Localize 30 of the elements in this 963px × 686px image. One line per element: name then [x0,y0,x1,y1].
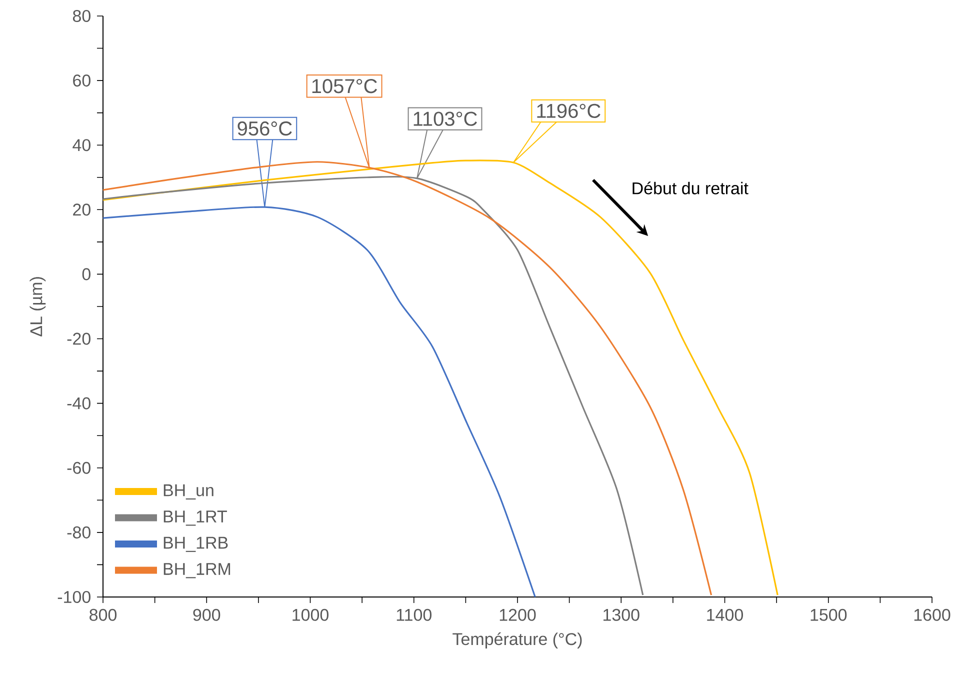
x-tick-label: 1600 [914,608,950,621]
y-tick-label: 0 [82,268,90,280]
x-tick-label: 1500 [810,608,847,621]
annotation: Début du retrait [632,182,748,194]
annotation: 956°C [238,121,292,136]
y-tick-label: -40 [67,397,90,410]
legend-label: BH_1RM [164,563,230,578]
x-tick-label: 1200 [500,608,536,621]
legend-label: BH_1RB [164,536,228,552]
x-tick-label: 1100 [396,608,432,621]
y-axis-title: ΔL (µm) [30,277,46,336]
x-tick-label: 900 [193,608,220,621]
annotation: 1196°C [537,104,600,118]
annotation: 1057°C [312,79,378,94]
x-tick-label: 1300 [604,608,640,621]
y-tick-label: -20 [67,332,90,345]
y-tick-label: 60 [73,74,90,87]
y-tick-label: 20 [73,204,90,216]
x-tick-label: 800 [90,608,117,621]
y-tick-label: -80 [67,526,90,538]
legend-label: BH_un [164,484,214,500]
y-tick-label: -60 [67,462,90,474]
annotation: 1103°C [414,112,477,126]
y-tick-label: 80 [72,10,90,22]
y-tick-label: -100 [58,590,90,604]
x-tick-label: 1000 [292,608,328,621]
legend-label: BH_1RT [164,510,227,526]
x-axis-title: Température (°C) [452,632,582,648]
x-tick-label: 1400 [707,608,743,621]
y-tick-label: 40 [72,139,90,152]
